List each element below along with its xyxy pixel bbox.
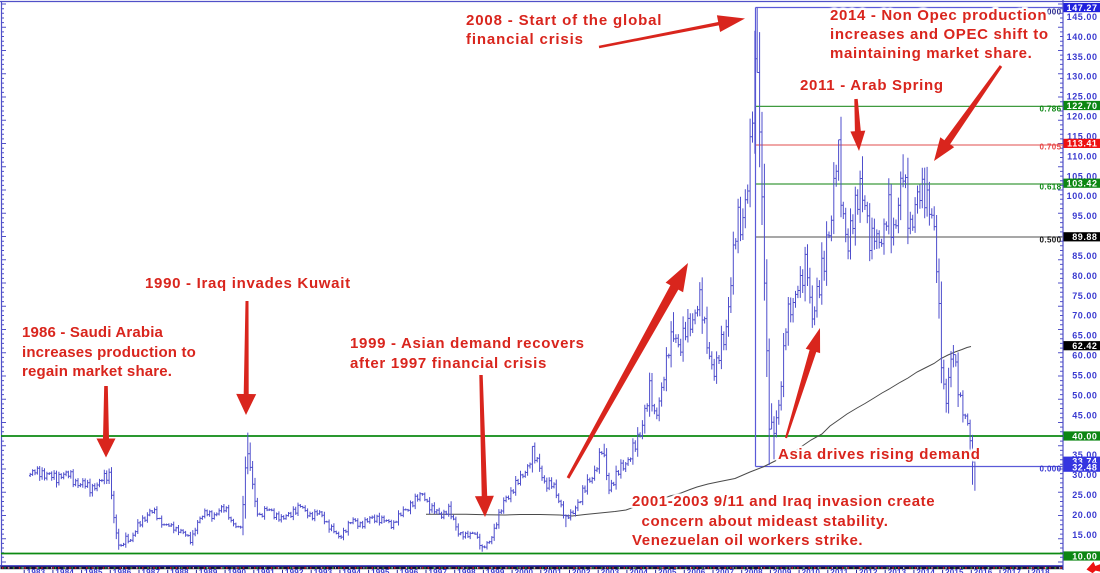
svg-text:20.00: 20.00 [1072,510,1097,520]
svg-text:32.48: 32.48 [1072,463,1097,473]
svg-text:125.00: 125.00 [1067,92,1098,102]
svg-text:113.41: 113.41 [1067,139,1097,149]
svg-text:1994: 1994 [342,568,361,573]
svg-text:1995: 1995 [371,568,390,573]
svg-text:0.000: 0.000 [1039,465,1061,474]
svg-text:1991: 1991 [256,568,275,573]
svg-text:1988: 1988 [170,568,189,573]
svg-text:120.00: 120.00 [1067,112,1098,122]
svg-text:1992: 1992 [285,568,304,573]
svg-text:147.27: 147.27 [1067,3,1098,13]
svg-text:85.00: 85.00 [1072,251,1097,261]
svg-text:1983: 1983 [27,568,46,573]
svg-text:80.00: 80.00 [1072,271,1097,281]
svg-text:25.00: 25.00 [1072,490,1097,500]
svg-text:2000: 2000 [515,568,534,573]
svg-text:2010: 2010 [802,568,821,573]
svg-text:1984: 1984 [55,568,74,573]
svg-text:1996: 1996 [400,568,419,573]
svg-text:115.00: 115.00 [1067,131,1097,141]
svg-text:1985: 1985 [84,568,103,573]
svg-text:1987: 1987 [142,568,161,573]
svg-text:0.500: 0.500 [1039,236,1061,245]
svg-text:55.00: 55.00 [1072,371,1097,381]
svg-text:95.00: 95.00 [1072,211,1097,221]
svg-text:1989: 1989 [199,568,218,573]
svg-text:70.00: 70.00 [1072,311,1097,321]
svg-text:0.618: 0.618 [1039,182,1061,191]
svg-text:105.00: 105.00 [1067,171,1098,181]
svg-text:2012: 2012 [859,568,878,573]
svg-text:1998: 1998 [457,568,476,573]
svg-text:1986: 1986 [113,568,132,573]
svg-text:2011: 2011 [830,568,849,573]
svg-text:122.70: 122.70 [1067,101,1098,111]
svg-text:130.00: 130.00 [1067,72,1098,82]
svg-text:2013: 2013 [888,568,907,573]
svg-text:40.00: 40.00 [1072,431,1097,441]
svg-text:45.00: 45.00 [1072,410,1097,420]
svg-text:2007: 2007 [716,568,735,573]
svg-text:2016: 2016 [974,568,993,573]
svg-text:2009: 2009 [773,568,792,573]
svg-text:75.00: 75.00 [1072,291,1097,301]
svg-text:2018: 2018 [1031,568,1050,573]
svg-text:2004: 2004 [629,568,648,573]
svg-text:2017: 2017 [1003,568,1022,573]
svg-text:1990: 1990 [228,568,247,573]
svg-text:35.00: 35.00 [1072,450,1097,460]
svg-text:2003: 2003 [601,568,620,573]
svg-text:0.705: 0.705 [1039,143,1061,152]
svg-text:89.88: 89.88 [1072,232,1097,242]
svg-text:1993: 1993 [314,568,333,573]
svg-text:2015: 2015 [945,568,964,573]
svg-text:135.00: 135.00 [1067,52,1098,62]
svg-text:140.00: 140.00 [1067,32,1098,42]
svg-text:2001: 2001 [543,568,562,573]
svg-text:10.00: 10.00 [1072,551,1097,561]
svg-text:50.00: 50.00 [1072,390,1097,400]
svg-text:110.00: 110.00 [1067,151,1097,161]
svg-text:30.00: 30.00 [1072,470,1097,480]
svg-text:103.42: 103.42 [1067,179,1098,189]
svg-text:33.74: 33.74 [1072,457,1097,467]
svg-text:2006: 2006 [687,568,706,573]
svg-text:65.00: 65.00 [1072,331,1097,341]
svg-text:60.00: 60.00 [1072,351,1097,361]
svg-text:100.00: 100.00 [1067,191,1098,201]
svg-text:0.786: 0.786 [1039,105,1061,114]
svg-text:145.00: 145.00 [1067,12,1098,22]
svg-text:1999: 1999 [486,568,505,573]
svg-text:15.00: 15.00 [1072,530,1097,540]
svg-text:62.42: 62.42 [1072,341,1097,351]
svg-text:000: 000 [1047,8,1062,17]
svg-text:2014: 2014 [916,568,935,573]
svg-text:2005: 2005 [658,568,677,573]
svg-text:2002: 2002 [572,568,591,573]
svg-text:2008: 2008 [744,568,763,573]
svg-text:1997: 1997 [429,568,448,573]
